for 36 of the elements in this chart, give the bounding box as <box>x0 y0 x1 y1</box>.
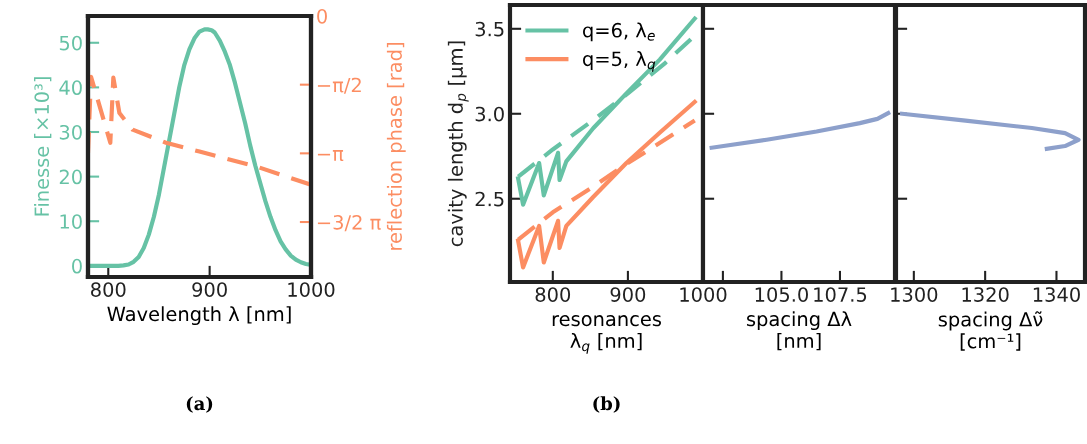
y2-tick-label: −π <box>317 150 344 162</box>
line-series <box>88 74 311 187</box>
text: (b) <box>593 396 620 413</box>
y-tick-label: 2.5 <box>475 191 504 207</box>
y-tick-label: 50 <box>59 35 82 51</box>
y-tick-label: 0 <box>72 258 82 274</box>
x-tick-label: 800 <box>91 282 126 297</box>
x-tick-label: 107.5 <box>814 287 867 302</box>
y-tick-label: 3.5 <box>475 21 504 37</box>
y2-tick-label: −π/2 <box>317 77 361 94</box>
y-tick-label: 30 <box>59 124 82 140</box>
x-tick-label: 900 <box>610 287 646 302</box>
y-axis-title: Finesse [×10³] <box>34 77 52 216</box>
y2-axis-title: reflection phase [rad] <box>386 43 406 250</box>
x-axis-title: resonances λ$_{q}$ [nm] <box>552 315 661 354</box>
text: (a) <box>186 396 213 413</box>
y2-tick-label: 0 <box>317 8 327 24</box>
y-tick-label: 40 <box>59 80 82 96</box>
x-tick-label: 1000 <box>680 287 727 302</box>
y-tick-label: 3.0 <box>475 106 504 122</box>
x-axis-title: Wavelength λ [nm] <box>107 306 291 326</box>
y-tick-label: 20 <box>59 169 82 185</box>
legend-label: q=6, λ$_{e}$ <box>583 22 655 42</box>
x-tick-label: 1000 <box>288 282 335 297</box>
x-tick-label: 900 <box>192 282 227 297</box>
x-tick-label: 800 <box>535 287 571 302</box>
y2-tick-label: −3/2 π <box>317 214 381 232</box>
y-tick-label: 10 <box>60 214 82 229</box>
x-tick-label: 1300 <box>891 287 938 302</box>
x-axis-title: spacing Δν̃ [cm⁻¹] <box>938 311 1043 351</box>
x-axis-title: spacing Δλ [nm] <box>746 311 852 351</box>
x-tick-label: 105.0 <box>755 287 808 302</box>
line-series <box>88 27 311 268</box>
x-tick-label: 1340 <box>1033 287 1080 302</box>
x-tick-label: 1320 <box>962 287 1009 302</box>
y-axis-title: cavity length d$_{p}$ [μm] <box>447 41 469 247</box>
